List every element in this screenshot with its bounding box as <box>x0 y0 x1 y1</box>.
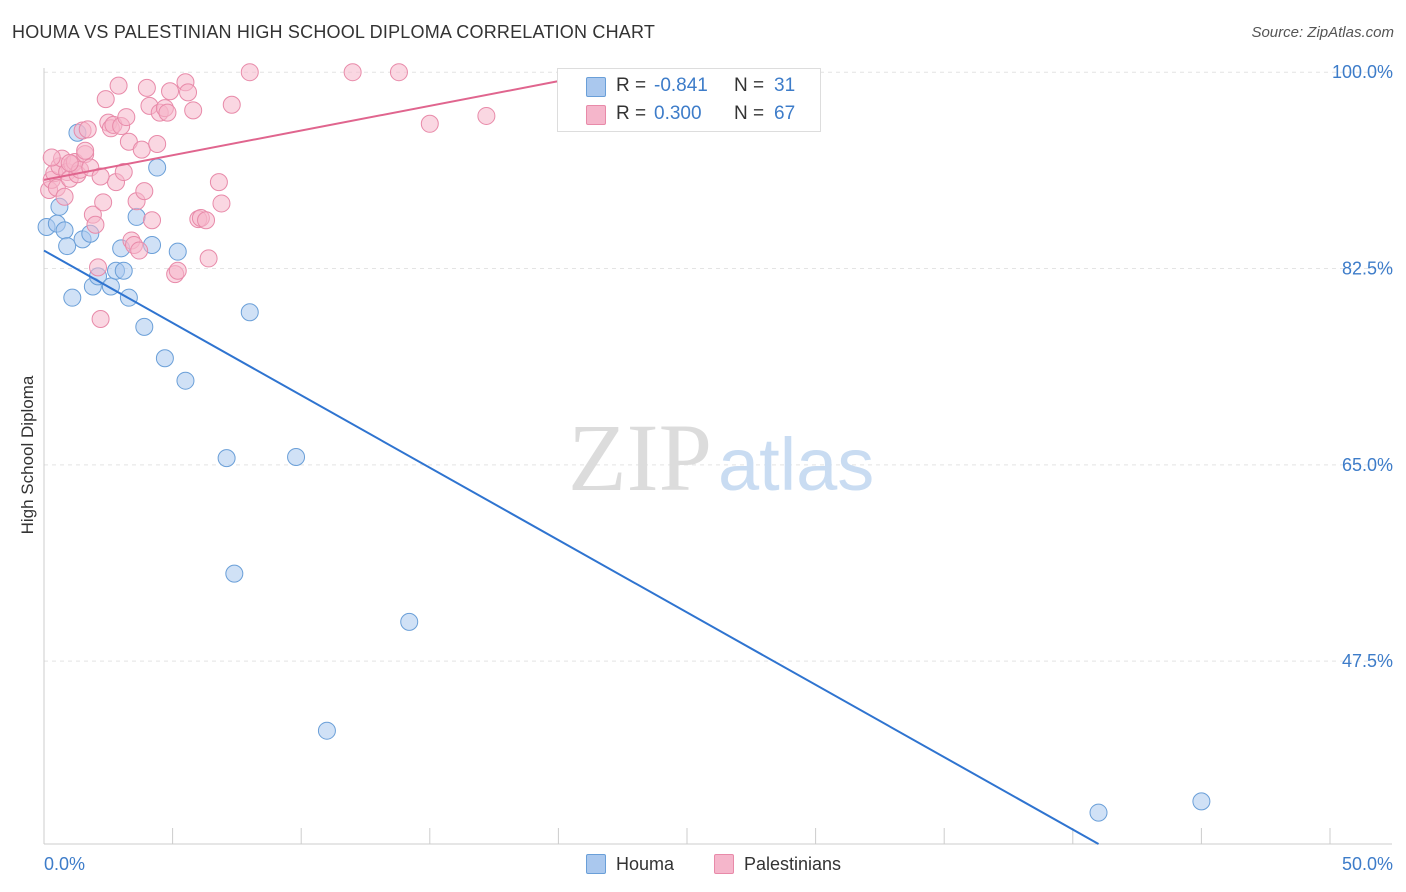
palestinians-swatch <box>714 854 734 874</box>
palestinians-point <box>114 163 133 182</box>
houma-point <box>168 242 187 261</box>
houma-point <box>58 237 77 256</box>
houma-point <box>63 288 82 307</box>
palestinians-point <box>158 103 177 122</box>
palestinians-point <box>94 193 113 212</box>
palestinians-trend-line <box>43 80 559 181</box>
palestinians-point <box>42 148 61 167</box>
houma-point <box>148 158 167 177</box>
houma-swatch <box>586 854 606 874</box>
houma-point <box>176 371 195 390</box>
houma-trend-line <box>43 249 1100 845</box>
legend-label-palestinians: Palestinians <box>744 854 842 874</box>
r-value: -0.841 <box>654 75 708 96</box>
watermark: ZIP atlas <box>568 404 874 511</box>
y-tick-label: 47.5% <box>1342 651 1393 671</box>
palestinians-point <box>55 187 74 206</box>
houma-point <box>217 449 236 468</box>
y-tick-label: 65.0% <box>1342 455 1393 475</box>
houma-point <box>1192 792 1211 811</box>
houma-point <box>1089 803 1108 822</box>
palestinians-point <box>132 140 151 159</box>
palestinians-point <box>109 76 128 95</box>
n-label: N = <box>734 103 765 124</box>
palestinians-point <box>240 63 259 82</box>
houma-point <box>225 564 244 583</box>
palestinians-point <box>197 211 216 230</box>
palestinians-point <box>117 108 136 127</box>
houma-swatch <box>586 77 606 97</box>
chart-title: HOUMA VS PALESTINIAN HIGH SCHOOL DIPLOMA… <box>12 22 656 42</box>
y-axis-label: High School Diploma <box>18 375 37 535</box>
palestinians-point <box>477 106 496 125</box>
x-tick-label: 0.0% <box>44 854 85 874</box>
palestinians-point <box>76 141 95 160</box>
palestinians-point <box>343 63 362 82</box>
n-value: 31 <box>774 75 796 96</box>
n-label: N = <box>734 75 765 96</box>
houma-point <box>114 261 133 280</box>
legend-row-palestinians: R = 0.300 N = 67 <box>558 102 820 126</box>
r-label: R = <box>616 103 647 124</box>
palestinians-point <box>96 90 115 109</box>
palestinians-point <box>143 211 162 230</box>
palestinians-point <box>89 258 108 277</box>
r-label: R = <box>616 75 647 96</box>
houma-point <box>287 447 306 466</box>
palestinians-point <box>168 261 187 280</box>
legend-label-houma: Houma <box>616 854 675 874</box>
houma-point <box>400 612 419 631</box>
palestinians-point <box>179 83 198 102</box>
palestinians-point <box>135 182 154 201</box>
correlation-legend: R = -0.841 N = 31 R = 0.300 N = 67 <box>557 68 821 132</box>
palestinians-point <box>78 120 97 139</box>
source-label: Source: ZipAtlas.com <box>1251 24 1394 41</box>
palestinians-point <box>60 154 79 173</box>
houma-point <box>127 207 146 226</box>
palestinians-point <box>420 114 439 133</box>
houma-point <box>155 349 174 368</box>
palestinians-point <box>184 101 203 120</box>
y-tick-label: 82.5% <box>1342 259 1393 279</box>
palestinians-swatch <box>586 105 606 125</box>
houma-point <box>55 221 74 240</box>
palestinians-point <box>199 249 218 268</box>
palestinians-point <box>222 95 241 114</box>
palestinians-point <box>212 194 231 213</box>
palestinians-point <box>148 134 167 153</box>
r-value: 0.300 <box>654 103 702 124</box>
watermark-atlas: atlas <box>718 423 874 506</box>
x-tick-label: 50.0% <box>1342 854 1393 874</box>
houma-point <box>240 303 259 322</box>
palestinians-point <box>130 241 149 260</box>
houma-point <box>135 317 154 336</box>
houma-point <box>317 721 336 740</box>
n-value: 67 <box>774 103 796 124</box>
palestinians-point <box>137 78 156 97</box>
palestinians-point <box>91 309 110 328</box>
palestinians-point <box>209 173 228 192</box>
palestinians-point <box>86 215 105 234</box>
legend-row-houma: R = -0.841 N = 31 <box>558 74 820 98</box>
watermark-zip: ZIP <box>568 404 712 511</box>
palestinians-point <box>389 63 408 82</box>
palestinians-point <box>161 82 180 101</box>
y-tick-label: 100.0% <box>1332 62 1393 82</box>
